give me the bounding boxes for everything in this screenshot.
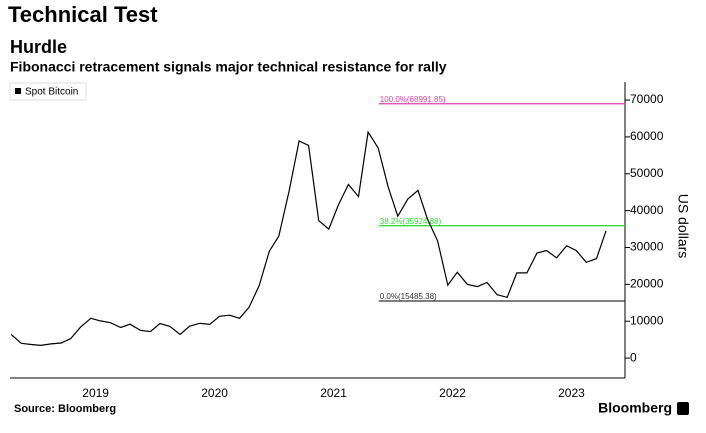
- source: Source: Bloomberg: [14, 403, 116, 415]
- x-tick-label: 2022: [439, 386, 466, 400]
- price-line: [10, 130, 607, 347]
- y-tick-label: 10000: [630, 313, 664, 327]
- y-tick-label: 30000: [630, 240, 664, 254]
- brand-icon: [677, 402, 689, 415]
- legend-box: [9, 82, 87, 101]
- chart-subtitle: Fibonacci retracement signals major tech…: [10, 59, 447, 75]
- legend-swatch: [15, 88, 21, 94]
- x-tick-label: 2023: [558, 386, 585, 400]
- y-tick-label: 60000: [630, 129, 664, 143]
- brand: Bloomberg: [598, 400, 672, 416]
- y-tick-label: 70000: [630, 92, 664, 106]
- y-tick-label: 0: [630, 350, 637, 364]
- fib-label: 100.0%(68991.85): [380, 95, 446, 104]
- fib-label: 0.0%(15485.38): [380, 292, 437, 301]
- chart-title: Technical Test: [8, 2, 158, 27]
- y-axis-label: US dollars: [675, 194, 691, 259]
- chart-heading: Hurdle: [10, 37, 67, 57]
- fib-label: 38.2%(35924.88): [380, 217, 442, 226]
- y-tick-label: 40000: [630, 203, 664, 217]
- legend-label: Spot Bitcoin: [25, 87, 78, 98]
- y-tick-label: 20000: [630, 277, 664, 291]
- x-tick-label: 2020: [201, 386, 228, 400]
- y-tick-label: 50000: [630, 166, 664, 180]
- x-tick-label: 2019: [82, 386, 109, 400]
- x-tick-label: 2021: [320, 386, 347, 400]
